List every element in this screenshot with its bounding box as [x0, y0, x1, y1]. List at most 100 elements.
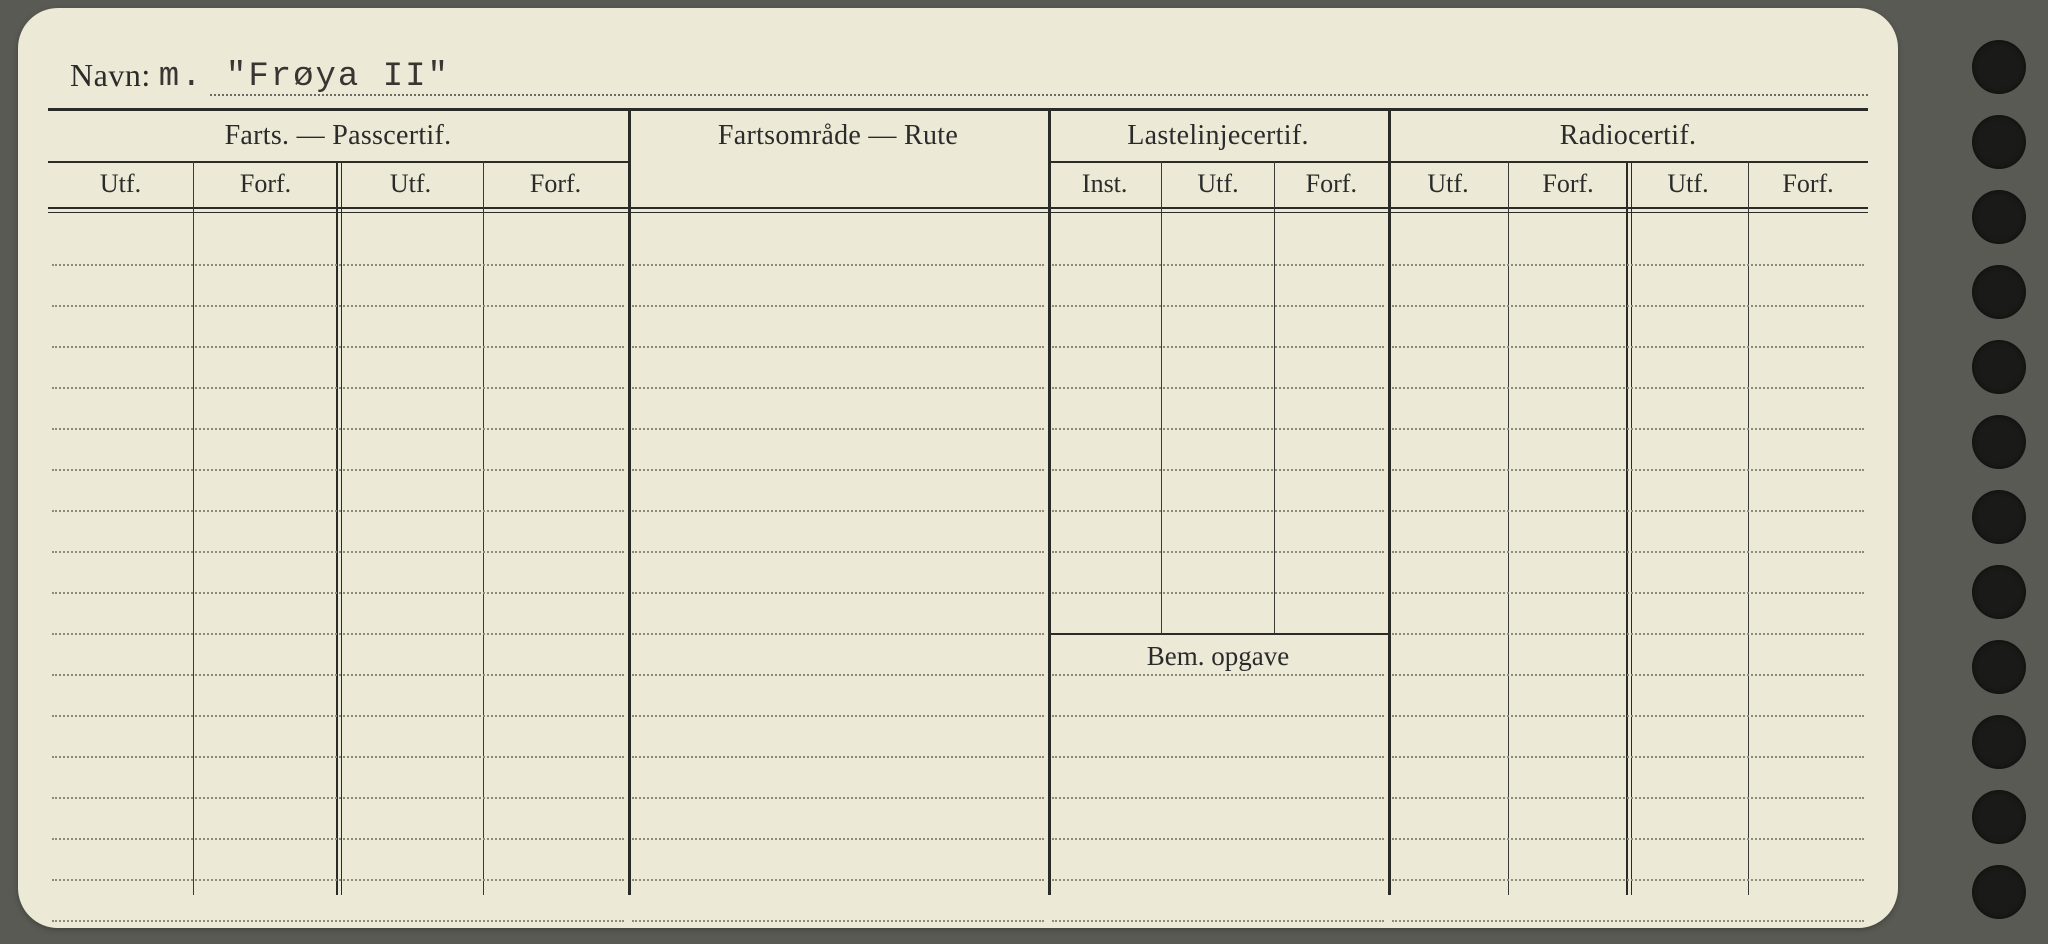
dotted-row: [1052, 551, 1384, 553]
dotted-row: [632, 305, 1044, 307]
dotted-row: [1052, 469, 1384, 471]
col-utf: Utf.: [1628, 161, 1748, 207]
dotted-row: [52, 715, 624, 717]
section-title: Fartsområde — Rute: [628, 111, 1048, 161]
section-fartsomrade-rute: Fartsområde — Rute: [628, 111, 1048, 920]
dotted-row: [1052, 715, 1384, 717]
dotted-row: [52, 387, 624, 389]
dotted-row: [52, 592, 624, 594]
subheader-row: Utf. Forf. Utf. Forf.: [1388, 161, 1868, 207]
dotted-row: [632, 879, 1044, 881]
binder-holes: [1908, 0, 2048, 944]
dotted-row: [52, 633, 624, 635]
dotted-row: [52, 838, 624, 840]
col-forf: Forf.: [1275, 161, 1388, 207]
section-radiocertif: Radiocertif. Utf. Forf. Utf. Forf.: [1388, 111, 1868, 920]
dotted-row: [632, 510, 1044, 512]
binder-hole: [1972, 190, 2026, 244]
bem-opgave-rule: [1048, 633, 1388, 635]
dotted-row: [1392, 797, 1864, 799]
dotted-row: [1392, 346, 1864, 348]
dotted-row: [1052, 387, 1384, 389]
dotted-row: [632, 264, 1044, 266]
binder-hole: [1972, 790, 2026, 844]
binder-hole: [1972, 865, 2026, 919]
col-forf: Forf.: [483, 161, 628, 207]
dotted-row: [1052, 879, 1384, 881]
row-area: [628, 223, 1048, 900]
rule: [1048, 207, 1388, 209]
dotted-row: [1052, 346, 1384, 348]
dotted-row: [1052, 797, 1384, 799]
dotted-row: [632, 387, 1044, 389]
col-utf: Utf.: [1161, 161, 1274, 207]
dotted-row: [1052, 920, 1384, 922]
dotted-row: [1392, 387, 1864, 389]
rule: [1388, 207, 1868, 209]
section-farts-passcertif: Farts. — Passcertif. Utf. Forf. Utf. For…: [48, 111, 628, 920]
dotted-row: [1392, 469, 1864, 471]
dotted-row: [1392, 592, 1864, 594]
rule: [628, 207, 1048, 209]
section-title: Lastelinjecertif.: [1048, 111, 1388, 161]
dotted-row: [52, 305, 624, 307]
bem-opgave-label: Bem. opgave: [1048, 641, 1388, 672]
row-area: [1048, 223, 1388, 900]
dotted-row: [632, 797, 1044, 799]
binder-hole: [1972, 40, 2026, 94]
dotted-row: [52, 756, 624, 758]
col-utf: Utf.: [338, 161, 483, 207]
dotted-row: [52, 674, 624, 676]
dotted-row: [1052, 305, 1384, 307]
dotted-row: [632, 838, 1044, 840]
dotted-row: [1392, 920, 1864, 922]
dotted-row: [632, 346, 1044, 348]
dotted-row: [52, 264, 624, 266]
subheader-row: Utf. Forf. Utf. Forf.: [48, 161, 628, 207]
dotted-row: [632, 428, 1044, 430]
section-title: Radiocertif.: [1388, 111, 1868, 161]
col-forf: Forf.: [1508, 161, 1628, 207]
dotted-row: [632, 592, 1044, 594]
col-utf: Utf.: [1388, 161, 1508, 207]
dotted-row: [1052, 756, 1384, 758]
binder-hole: [1972, 115, 2026, 169]
dotted-row: [632, 920, 1044, 922]
col-forf: Forf.: [1748, 161, 1868, 207]
navn-dotted-line: [210, 94, 1868, 96]
dotted-row: [1392, 756, 1864, 758]
row-area: [48, 223, 628, 900]
col-utf: Utf.: [48, 161, 193, 207]
binder-hole: [1972, 490, 2026, 544]
binder-hole: [1972, 265, 2026, 319]
rule: [1048, 212, 1388, 213]
dotted-row: [1392, 264, 1864, 266]
table-area: Farts. — Passcertif. Utf. Forf. Utf. For…: [48, 111, 1868, 920]
dotted-row: [1052, 674, 1384, 676]
col-inst: Inst.: [1048, 161, 1161, 207]
dotted-row: [52, 879, 624, 881]
dotted-row: [1052, 592, 1384, 594]
index-card: Navn: m. "Frøya II" Farts. — Passcertif.…: [18, 8, 1898, 928]
rule: [1388, 212, 1868, 213]
dotted-row: [1392, 633, 1864, 635]
dotted-row: [1052, 510, 1384, 512]
dotted-row: [1052, 838, 1384, 840]
binder-hole: [1972, 565, 2026, 619]
section-lastelinjecertif: Lastelinjecertif. Inst. Utf. Forf. Bem. …: [1048, 111, 1388, 920]
navn-value: m. "Frøya II": [159, 58, 450, 96]
dotted-row: [52, 510, 624, 512]
rule: [628, 212, 1048, 213]
dotted-row: [52, 346, 624, 348]
dotted-row: [52, 428, 624, 430]
binder-hole: [1972, 415, 2026, 469]
rule: [48, 212, 628, 213]
navn-label: Navn:: [70, 57, 151, 96]
dotted-row: [1392, 715, 1864, 717]
dotted-row: [1392, 879, 1864, 881]
dotted-row: [632, 469, 1044, 471]
dotted-row: [52, 920, 624, 922]
binder-hole: [1972, 640, 2026, 694]
dotted-row: [52, 797, 624, 799]
dotted-row: [1052, 428, 1384, 430]
